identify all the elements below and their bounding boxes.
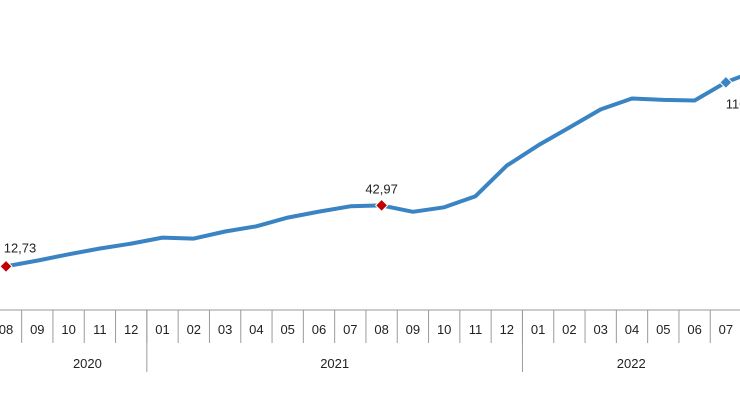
- x-tick-label: 11: [93, 322, 107, 337]
- x-tick-label: 01: [155, 322, 169, 337]
- year-label: 2022: [617, 356, 646, 371]
- data-label: 12,73: [4, 240, 37, 255]
- x-tick-label: 10: [437, 322, 451, 337]
- data-point-marker: [719, 75, 733, 90]
- x-tick-label: 08: [0, 322, 13, 337]
- data-markers: [0, 75, 733, 274]
- x-tick-label: 02: [562, 322, 576, 337]
- x-tick-label: 10: [61, 322, 75, 337]
- series-line-group: [4, 74, 740, 269]
- x-tick-label: 06: [687, 322, 701, 337]
- x-tick-label: 12: [124, 322, 138, 337]
- x-tick-label: 04: [625, 322, 639, 337]
- data-label: 110,: [726, 96, 740, 111]
- x-tick-label: 04: [249, 322, 263, 337]
- x-tick-label: 01: [531, 322, 545, 337]
- x-tick-label: 11: [469, 322, 483, 337]
- x-tick-label: 12: [500, 322, 514, 337]
- data-label: 42,97: [365, 181, 398, 196]
- x-tick-label: 03: [218, 322, 232, 337]
- data-point-marker: [0, 259, 13, 274]
- x-tick-label: 05: [280, 322, 294, 337]
- series-line: [4, 74, 740, 269]
- x-tick-label: 07: [343, 322, 357, 337]
- x-tick-label: 06: [312, 322, 326, 337]
- data-point-marker: [374, 198, 389, 213]
- year-label: 2021: [320, 356, 349, 371]
- x-tick-label: 09: [406, 322, 420, 337]
- x-tick-label: 03: [593, 322, 607, 337]
- x-tick-label: 09: [30, 322, 44, 337]
- x-axis: 08 09 10 11 12 01 02 03 04 05 06 07 08 09 10 11 12 01 02 03…: [0, 309, 740, 372]
- x-tick-label: 07: [719, 322, 733, 337]
- year-label: 2020: [73, 356, 102, 371]
- x-tick-label: 05: [656, 322, 670, 337]
- x-tick-label: 02: [187, 322, 201, 337]
- x-tick-label: 08: [374, 322, 388, 337]
